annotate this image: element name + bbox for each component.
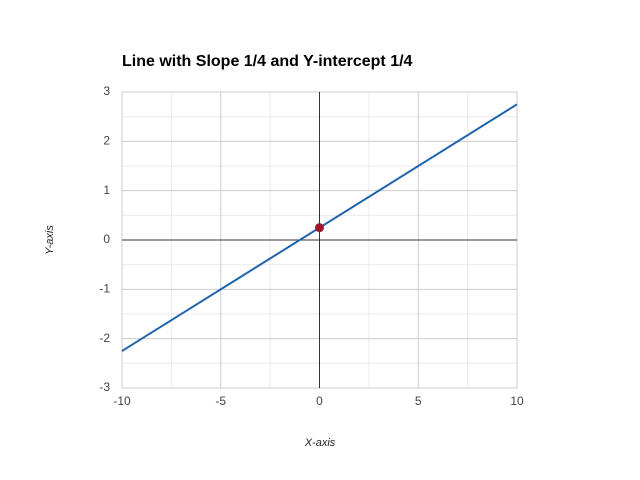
chart-title: Line with Slope 1/4 and Y-intercept 1/4 <box>122 53 413 70</box>
y-tick-label: -2 <box>99 331 110 345</box>
x-axis-label: X-axis <box>304 437 336 449</box>
y-tick-label: 2 <box>103 134 110 148</box>
y-tick-label: 1 <box>103 183 110 197</box>
y-axis-label: Y-axis <box>44 225 56 255</box>
x-tick-label: -5 <box>215 394 226 408</box>
y-tick-label: 3 <box>103 84 110 98</box>
y-tick-label: 0 <box>103 232 110 246</box>
x-tick-label: 5 <box>415 394 422 408</box>
x-tick-label: -10 <box>113 394 131 408</box>
x-tick-label: 10 <box>510 394 524 408</box>
point <box>315 223 324 233</box>
y-tick-label: -3 <box>99 380 110 394</box>
x-tick-label: 0 <box>316 394 323 408</box>
y-tick-label: -1 <box>99 282 110 296</box>
